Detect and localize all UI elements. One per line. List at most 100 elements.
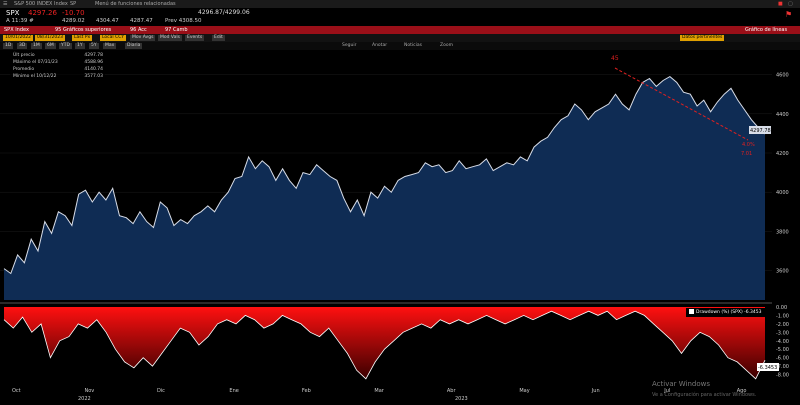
legend-value: 4588.96 [84, 60, 103, 65]
legend-row: Máximo el 07/31/23 4588.96 [10, 60, 105, 67]
y-tick-label: 4400 [776, 112, 789, 118]
dd-tick-label: -8.00 [776, 373, 789, 379]
dd-last-tag-bg [757, 363, 779, 371]
menu-icon[interactable]: ☰ [3, 1, 8, 7]
dd-last-tag: -6.3453 [758, 365, 777, 371]
menu-item-camb[interactable]: 97 Camb [165, 27, 188, 33]
trend-annotation-line[interactable] [614, 67, 749, 141]
end-date-field[interactable]: 08/31/2023 [35, 35, 65, 41]
period-3d[interactable]: 3D [17, 43, 28, 49]
price-y-axis: 3600 3800 4000 4200 4400 4600 [776, 73, 789, 275]
prev-close: Prev 4308.50 [165, 18, 202, 24]
x-tick-label: Jul [663, 388, 670, 394]
drawdown-y-axis: 0.00 -1.00 -2.00 -3.00 -4.00 -5.00 -6.00 -7.00 -… [776, 305, 789, 379]
year-label: 2022 [78, 396, 91, 402]
drawdown-legend-label: Drawdown (%) (SPX) -6.3453 [696, 310, 762, 315]
titlebar-item: S&P 500 INDEX Index [14, 1, 68, 7]
x-tick-label: Ago [737, 388, 747, 394]
x-tick-label: Dic [157, 388, 165, 394]
drawdown-legend: Drawdown (%) (SPX) -6.3453 [686, 308, 772, 317]
legend-value: 4297.78 [84, 53, 103, 58]
ticker-label: SPX [6, 9, 20, 17]
period-1y[interactable]: 1Y [75, 43, 85, 49]
drawdown-line [3, 310, 766, 380]
news-button[interactable]: Noticias [404, 43, 422, 48]
legend-row: Últ precio 4297.78 [10, 53, 105, 60]
quote-bar: SPX 4297.26 -10.70 4296.87/4299.06 A 11:… [0, 8, 800, 26]
menu-item-graficos[interactable]: 95 Gráficos superiores [55, 27, 112, 33]
dd-tick-label: -2.00 [776, 322, 789, 328]
x-tick-label: Nov [84, 388, 94, 394]
dd-tick-label: -5.00 [776, 347, 789, 353]
local-ccy-button[interactable]: Local CCY [100, 35, 127, 41]
time-label: A 11:39 # [6, 18, 34, 24]
menu-item-acc[interactable]: 96 Acc [130, 27, 147, 33]
windows-activation-watermark: Activar Windows [652, 380, 710, 388]
drawdown-series [3, 307, 766, 380]
y-tick-label: 4200 [776, 151, 789, 157]
annotate-button[interactable]: Anotar [372, 43, 388, 48]
y-tick-label: 4000 [776, 190, 789, 196]
mod-vals-button[interactable]: Mod Vals [158, 35, 183, 41]
dd-tick-label: -7.00 [776, 364, 789, 370]
legend-row: Promedio 4140.74 [10, 67, 105, 74]
last-px-button[interactable]: Last Px [72, 35, 93, 41]
legend-value: 3577.03 [84, 74, 103, 79]
price-area-series [3, 75, 766, 300]
x-tick-label: Jun [591, 388, 600, 394]
legend-row: Mínimo el 10/12/22 3577.03 [10, 74, 105, 81]
function-menubar: SPX Index 95 Gráficos superiores 96 Acc … [0, 26, 800, 34]
chart-toolbar: 10/01/2022 08/31/2023 Last Px Local CCY … [0, 34, 800, 42]
dd-tick-label: 0.00 [776, 305, 787, 311]
flag-icon[interactable]: ⚑ [785, 10, 793, 19]
period-daily[interactable]: Diaria [125, 43, 143, 49]
zoom-button[interactable]: Zoom [440, 43, 453, 48]
period-1d[interactable]: 1D [3, 43, 14, 49]
last-price-tag-bg [749, 126, 771, 134]
x-tick-label: Feb [302, 388, 311, 394]
trough-annotation-a: 4.0% [742, 142, 755, 148]
period-ytd[interactable]: YTD [59, 43, 72, 49]
period-6m[interactable]: 6M [45, 43, 56, 49]
low-price: 4287.47 [130, 18, 153, 24]
x-axis: Oct Nov Dic Ene Feb Mar Abr May Jun Jul Ago 2022 202… [12, 388, 746, 402]
dd-tick-label: -6.00 [776, 356, 789, 362]
legend-swatch [689, 309, 694, 314]
price-line [3, 75, 766, 275]
dd-tick-label: -1.00 [776, 313, 789, 319]
y-tick-label: 4600 [776, 73, 789, 79]
events-button[interactable]: Events [185, 35, 205, 41]
drawdown-area [4, 307, 765, 379]
window-titlebar: ☰ S&P 500 INDEX Index SP Menú de funcion… [0, 0, 800, 8]
price-area [4, 76, 765, 300]
legend-label: Máximo el 07/31/23 [13, 60, 58, 65]
last-price: 4297.26 [28, 9, 57, 17]
window-controls-icon[interactable]: ▢ [788, 1, 793, 7]
security-label[interactable]: SPX Index [4, 27, 29, 33]
price-legend: Últ precio 4297.78 Máximo el 07/31/23 4588… [10, 53, 105, 83]
x-tick-label: Mar [374, 388, 384, 394]
mov-avgs-button[interactable]: Mov Avgs [130, 35, 156, 41]
period-1m[interactable]: 1M [31, 43, 42, 49]
open-price: 4289.02 [62, 18, 85, 24]
dd-tick-label: -4.00 [776, 339, 789, 345]
titlebar-item[interactable]: Menú de funciones relacionadas [95, 1, 176, 7]
follow-button[interactable]: Seguir [342, 43, 357, 48]
windows-activation-subtext: Ve a Configuración para activar Windows. [652, 392, 757, 398]
legend-label: Promedio [13, 67, 35, 72]
price-chart[interactable]: 3600 3800 4000 4200 4400 4600 0.00 -1.00 -2.00 -… [0, 50, 800, 405]
period-5y[interactable]: 5Y [89, 43, 99, 49]
period-toolbar: 1D 3D 1M 6M YTD 1Y 5Y Max Diaria Seguir … [0, 42, 800, 50]
peak-annotation: 45 [611, 55, 619, 62]
x-tick-label: Ene [229, 388, 238, 394]
close-icon[interactable]: ■ [778, 1, 783, 7]
start-date-field[interactable]: 10/01/2022 [3, 35, 33, 41]
trough-annotation-b: 7.01 [741, 151, 752, 157]
period-max[interactable]: Max [103, 43, 117, 49]
dd-tick-label: -3.00 [776, 330, 789, 336]
datos-pertinentes-button[interactable]: Datos pertinentes [680, 35, 725, 41]
titlebar-item[interactable]: SP [70, 1, 77, 7]
last-price-tag: 4297.78 [750, 128, 771, 134]
edit-button[interactable]: Edit [212, 35, 225, 41]
legend-label: Mínimo el 10/12/22 [13, 74, 57, 79]
